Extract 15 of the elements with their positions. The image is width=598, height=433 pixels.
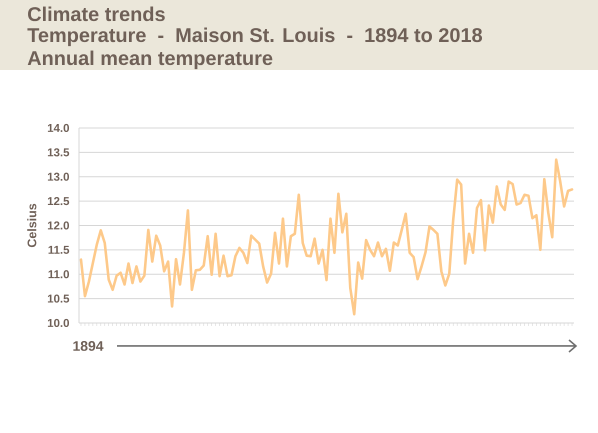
y-tick-label: 13.0 — [48, 172, 70, 181]
y-tick-label: 11.0 — [48, 270, 70, 278]
text: Annual mean temperature — [28, 50, 272, 70]
y-tick-label: 12.0 — [48, 221, 70, 230]
y-tick-label: 13.5 — [48, 148, 70, 156]
line-series — [80, 158, 574, 316]
y-tick-label: 10.5 — [48, 294, 70, 303]
chart-subtitle: Temperature - Maison St. Louis - 1894 to 2018 — [27, 28, 482, 46]
chart-title: Climate trends — [28, 6, 165, 22]
y-tick-label: 10.0 — [48, 318, 70, 328]
y-tick-label: 12.5 — [48, 197, 70, 206]
y-axis-title: Celsius — [27, 204, 36, 248]
text: 1894 — [73, 341, 104, 351]
y-tick-label: 11.5 — [48, 246, 70, 254]
y-tick-label: 14.0 — [48, 124, 70, 132]
